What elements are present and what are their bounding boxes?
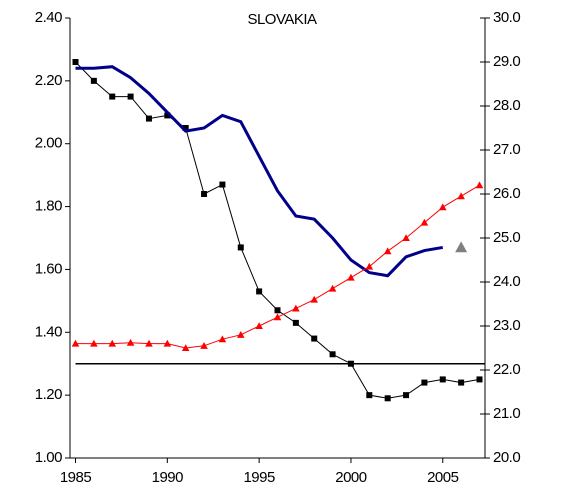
marker bbox=[328, 284, 337, 292]
marker bbox=[274, 307, 281, 314]
y-tick-label: 2.00 bbox=[35, 135, 62, 152]
marker bbox=[181, 344, 190, 352]
marker bbox=[108, 339, 117, 347]
marker bbox=[365, 262, 374, 270]
marker bbox=[384, 395, 391, 402]
marker bbox=[347, 273, 355, 281]
marker bbox=[164, 112, 171, 119]
y2-tick-label: 30.0 bbox=[493, 9, 520, 26]
marker bbox=[256, 288, 263, 295]
y2-tick-label: 20.0 bbox=[493, 449, 520, 466]
y-tick-label: 1.40 bbox=[35, 323, 62, 340]
marker bbox=[457, 192, 465, 200]
x-tick-label: 2000 bbox=[335, 469, 367, 486]
y2-tick-label: 22.0 bbox=[493, 361, 520, 378]
y-tick-label: 1.80 bbox=[35, 198, 62, 215]
y2-tick-label: 21.0 bbox=[493, 405, 520, 422]
marker bbox=[292, 319, 299, 326]
marker bbox=[201, 191, 208, 197]
marker bbox=[200, 342, 208, 349]
marker bbox=[402, 234, 410, 242]
marker bbox=[310, 295, 319, 303]
marker bbox=[475, 181, 484, 189]
marker bbox=[90, 339, 98, 347]
y2-tick-label: 23.0 bbox=[493, 317, 520, 334]
marker bbox=[127, 93, 134, 100]
series-line bbox=[75, 184, 480, 349]
marker bbox=[273, 313, 282, 321]
y2-tick-label: 25.0 bbox=[493, 229, 520, 246]
series-line bbox=[75, 65, 444, 278]
marker bbox=[237, 244, 244, 251]
y2-tick-label: 27.0 bbox=[493, 141, 520, 158]
marker bbox=[236, 331, 245, 338]
marker bbox=[458, 379, 465, 386]
marker bbox=[421, 379, 428, 386]
x-tick-label: 1985 bbox=[60, 469, 92, 486]
chart-title: SLOVAKIA bbox=[247, 11, 317, 28]
marker bbox=[218, 335, 227, 343]
marker bbox=[455, 241, 468, 253]
y-tick-label: 1.20 bbox=[35, 386, 62, 403]
marker bbox=[145, 339, 153, 347]
marker bbox=[347, 360, 354, 367]
marker bbox=[219, 181, 226, 188]
x-tick-label: 1995 bbox=[243, 469, 275, 486]
y2-tick-label: 26.0 bbox=[493, 185, 520, 202]
y-tick-label: 2.20 bbox=[35, 72, 62, 89]
marker bbox=[311, 335, 318, 342]
y-tick-label: 1.60 bbox=[35, 260, 62, 277]
marker bbox=[126, 338, 135, 346]
y2-tick-label: 24.0 bbox=[493, 273, 520, 290]
marker bbox=[420, 218, 429, 226]
x-tick-label: 2005 bbox=[427, 469, 459, 486]
y2-tick-label: 29.0 bbox=[493, 53, 520, 70]
x-tick-label: 1990 bbox=[152, 469, 184, 486]
marker bbox=[476, 376, 483, 383]
marker bbox=[439, 376, 446, 383]
marker bbox=[71, 339, 80, 347]
marker bbox=[292, 304, 300, 312]
y-tick-label: 1.00 bbox=[35, 449, 62, 466]
marker bbox=[109, 93, 116, 100]
marker bbox=[366, 392, 373, 399]
marker bbox=[403, 392, 410, 399]
marker bbox=[383, 247, 392, 255]
marker bbox=[72, 59, 79, 65]
marker bbox=[329, 351, 336, 358]
y-tick-label: 2.40 bbox=[35, 9, 62, 26]
marker bbox=[90, 77, 97, 84]
y2-tick-label: 28.0 bbox=[493, 97, 520, 114]
marker bbox=[145, 115, 152, 122]
marker bbox=[163, 339, 172, 347]
marker bbox=[255, 322, 263, 330]
series-line bbox=[75, 61, 480, 399]
marker bbox=[182, 125, 189, 131]
marker bbox=[438, 203, 447, 211]
